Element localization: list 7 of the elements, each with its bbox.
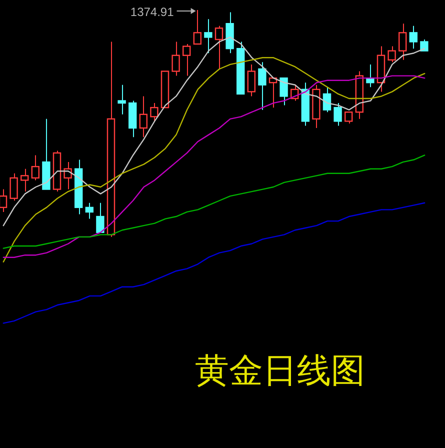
candlestick	[398, 23, 407, 60]
text: 黄金日线图	[195, 351, 365, 391]
candlestick	[204, 18, 212, 54]
candlestick	[376, 46, 386, 92]
candlestick	[118, 84, 126, 115]
candlestick	[139, 96, 148, 138]
annotation: 1374.91	[130, 4, 174, 19]
